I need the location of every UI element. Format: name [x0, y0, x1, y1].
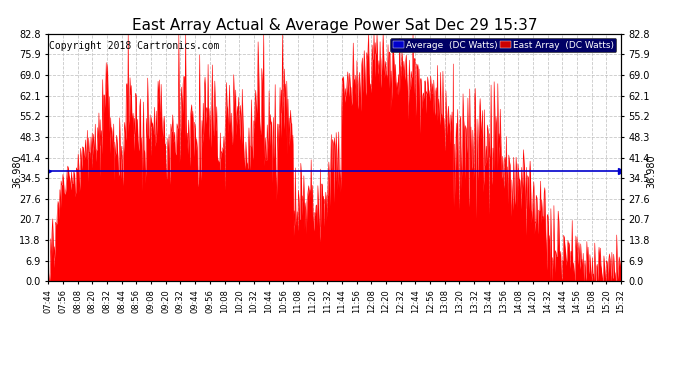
Text: 36.980: 36.980 [647, 154, 657, 188]
Title: East Array Actual & Average Power Sat Dec 29 15:37: East Array Actual & Average Power Sat De… [132, 18, 538, 33]
Legend: Average  (DC Watts), East Array  (DC Watts): Average (DC Watts), East Array (DC Watts… [391, 38, 616, 52]
Text: Copyright 2018 Cartronics.com: Copyright 2018 Cartronics.com [50, 41, 220, 51]
Text: 36.980: 36.980 [12, 154, 23, 188]
